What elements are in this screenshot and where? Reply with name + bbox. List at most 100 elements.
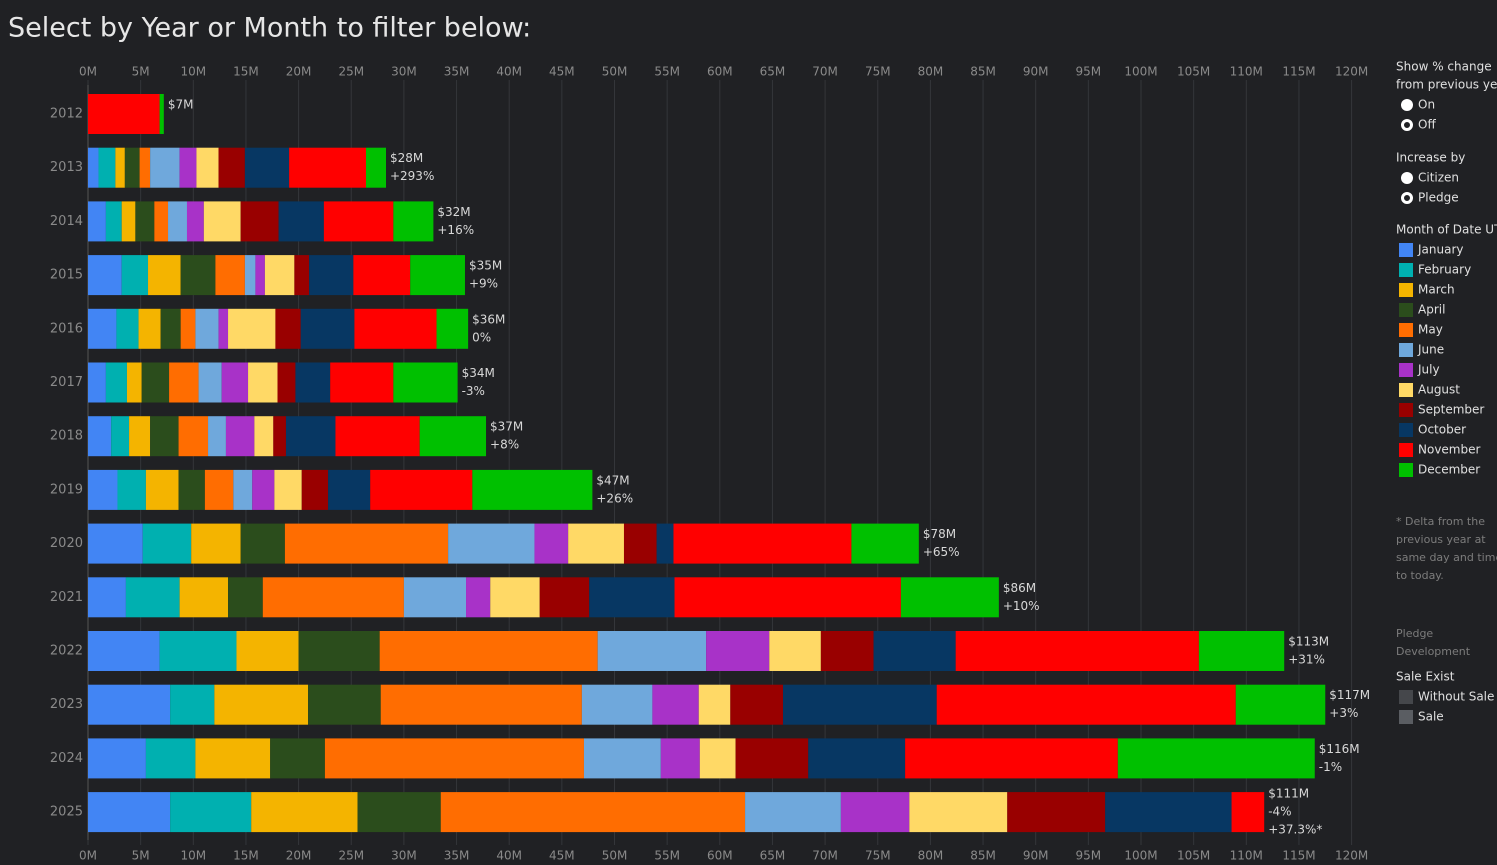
legend-label[interactable]: February: [1418, 263, 1471, 277]
legend-label[interactable]: January: [1417, 243, 1464, 257]
bar-segment[interactable]: [117, 469, 146, 510]
bar-segment[interactable]: [179, 577, 229, 618]
bar-segment[interactable]: [264, 255, 295, 296]
bar-segment[interactable]: [354, 308, 437, 349]
bar-segment[interactable]: [323, 201, 394, 242]
bar-segment[interactable]: [145, 738, 196, 779]
bar-segment[interactable]: [254, 416, 274, 457]
legend-swatch[interactable]: [1399, 463, 1413, 477]
bar-segment[interactable]: [674, 577, 901, 618]
bar-segment[interactable]: [244, 255, 256, 296]
bar-segment[interactable]: [150, 147, 180, 188]
bar-segment[interactable]: [1235, 684, 1326, 725]
bar-segment[interactable]: [180, 255, 216, 296]
bar-segment[interactable]: [228, 577, 263, 618]
legend-swatch[interactable]: [1399, 323, 1413, 337]
bar-segment[interactable]: [539, 577, 590, 618]
bar-segment[interactable]: [88, 523, 143, 564]
bar-segment[interactable]: [142, 523, 192, 564]
bar-segment[interactable]: [769, 631, 821, 671]
legend-swatch[interactable]: [1399, 443, 1413, 457]
bar-segment[interactable]: [370, 469, 473, 510]
bar-segment[interactable]: [88, 362, 106, 403]
legend-label[interactable]: May: [1418, 323, 1443, 337]
bar-segment[interactable]: [204, 469, 234, 510]
bar-segment[interactable]: [1231, 792, 1265, 833]
bar-segment[interactable]: [706, 631, 770, 671]
bar-segment[interactable]: [88, 684, 171, 725]
bar-segment[interactable]: [309, 255, 354, 296]
bar-segment[interactable]: [335, 416, 420, 457]
bar-segment[interactable]: [121, 255, 149, 296]
bar-segment[interactable]: [745, 792, 841, 833]
radio-label[interactable]: Pledge: [1418, 191, 1459, 205]
bar-segment[interactable]: [195, 308, 219, 349]
bar-segment[interactable]: [88, 94, 160, 134]
bar-segment[interactable]: [191, 523, 241, 564]
bar-segment[interactable]: [380, 684, 582, 725]
radio-button[interactable]: [1401, 192, 1413, 204]
bar-segment[interactable]: [1007, 792, 1106, 833]
bar-segment[interactable]: [240, 523, 285, 564]
bar-segment[interactable]: [534, 523, 569, 564]
bar-segment[interactable]: [148, 255, 181, 296]
bar-segment[interactable]: [330, 362, 394, 403]
radio-button[interactable]: [1401, 119, 1413, 131]
bar-segment[interactable]: [88, 577, 126, 618]
bar-segment[interactable]: [203, 201, 241, 242]
bar-segment[interactable]: [178, 469, 205, 510]
legend-label[interactable]: June: [1417, 343, 1444, 357]
bar-segment[interactable]: [448, 523, 535, 564]
bar-segment[interactable]: [660, 738, 700, 779]
bar-segment[interactable]: [125, 577, 180, 618]
bar-segment[interactable]: [228, 308, 276, 349]
bar-segment[interactable]: [129, 416, 151, 457]
bar-segment[interactable]: [88, 255, 122, 296]
bar-segment[interactable]: [735, 738, 809, 779]
bar-segment[interactable]: [115, 147, 125, 188]
bar-segment[interactable]: [298, 631, 380, 671]
bar-segment[interactable]: [472, 469, 593, 510]
radio-label[interactable]: Off: [1418, 118, 1436, 132]
bar-segment[interactable]: [159, 631, 237, 671]
bar-segment[interactable]: [466, 577, 491, 618]
legend-label[interactable]: April: [1418, 303, 1445, 317]
bar-segment[interactable]: [198, 362, 222, 403]
bar-segment[interactable]: [116, 308, 139, 349]
bar-segment[interactable]: [214, 684, 309, 725]
radio-label[interactable]: On: [1418, 98, 1435, 112]
bar-segment[interactable]: [581, 684, 653, 725]
bar-segment[interactable]: [88, 631, 160, 671]
bar-segment[interactable]: [275, 308, 301, 349]
bar-segment[interactable]: [139, 147, 151, 188]
bar-segment[interactable]: [699, 738, 736, 779]
bar-segment[interactable]: [905, 738, 1118, 779]
bar-segment[interactable]: [195, 738, 271, 779]
bar-segment[interactable]: [262, 577, 404, 618]
bar-segment[interactable]: [301, 469, 329, 510]
bar-segment[interactable]: [160, 308, 181, 349]
bar-segment[interactable]: [168, 201, 187, 242]
bar-segment[interactable]: [274, 469, 302, 510]
bar-segment[interactable]: [244, 147, 290, 188]
legend-swatch[interactable]: [1399, 383, 1413, 397]
bar-segment[interactable]: [88, 469, 118, 510]
legend-label[interactable]: November: [1418, 443, 1480, 457]
legend-swatch[interactable]: [1399, 263, 1413, 277]
bar-segment[interactable]: [215, 255, 245, 296]
bar-segment[interactable]: [88, 792, 171, 833]
legend-label[interactable]: August: [1418, 383, 1460, 397]
bar-segment[interactable]: [236, 631, 299, 671]
bar-segment[interactable]: [1105, 792, 1232, 833]
bar-segment[interactable]: [196, 147, 219, 188]
bar-segment[interactable]: [936, 684, 1236, 725]
bar-segment[interactable]: [820, 631, 874, 671]
bar-segment[interactable]: [178, 416, 209, 457]
bar-segment[interactable]: [652, 684, 699, 725]
legend-swatch[interactable]: [1399, 303, 1413, 317]
bar-segment[interactable]: [88, 416, 112, 457]
bar-segment[interactable]: [851, 523, 919, 564]
bar-segment[interactable]: [273, 416, 286, 457]
bar-segment[interactable]: [410, 255, 465, 296]
bar-segment[interactable]: [105, 201, 122, 242]
